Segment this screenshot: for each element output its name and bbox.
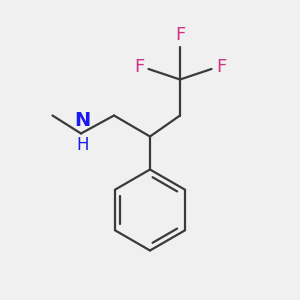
- Text: H: H: [76, 136, 89, 154]
- Text: N: N: [74, 112, 91, 130]
- Text: F: F: [216, 58, 226, 76]
- Text: F: F: [175, 26, 185, 44]
- Text: F: F: [134, 58, 144, 76]
